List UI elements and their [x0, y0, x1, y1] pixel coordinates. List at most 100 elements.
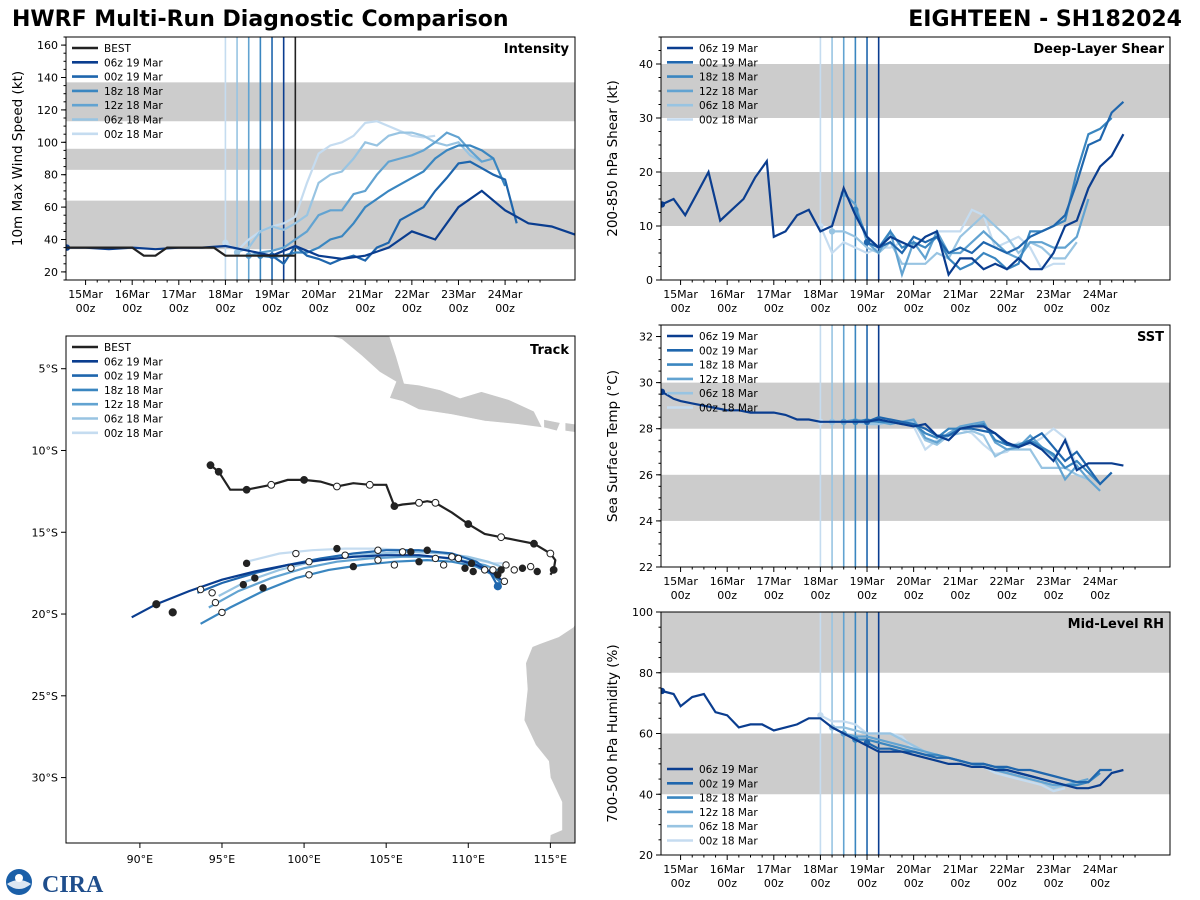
shear-ylabel: 200-850 hPa Shear (kt): [605, 80, 621, 237]
rh-xtick-label: 16Mar: [710, 863, 745, 876]
track-forecast-point: [196, 585, 205, 594]
sst-xtick-sublabel: 00z: [671, 589, 691, 602]
rh-series-line: [661, 689, 1124, 790]
intensity-ytick-label: 80: [44, 169, 58, 182]
rh-title: Mid-Level RH: [1068, 617, 1164, 632]
shear-series-start-point: [661, 201, 666, 208]
shear-legend-entry: 12z 18 Mar: [699, 86, 758, 98]
track-legend-entry: 18z 18 Mar: [104, 385, 163, 397]
track-forecast-line: [200, 558, 502, 625]
track-forecast-point: [500, 577, 509, 586]
track-ytick-label: 30°S: [32, 772, 58, 785]
intensity-series-start-point: [222, 239, 229, 246]
sst-xtick-label: 24Mar: [1083, 575, 1118, 588]
track-forecast-point: [390, 561, 399, 569]
rh-xtick-sublabel: 00z: [904, 877, 924, 890]
shear-xtick-label: 23Mar: [1036, 288, 1071, 301]
rh-series-start-point: [817, 712, 824, 719]
sst-xtick-label: 21Mar: [943, 575, 978, 588]
track-legend-entry: 06z 18 Mar: [104, 414, 163, 426]
track-forecast-point: [292, 549, 300, 558]
intensity-legend-entry: BEST: [104, 43, 132, 55]
intensity-xtick-sublabel: 00z: [122, 302, 142, 315]
sst-xtick-sublabel: 00z: [950, 589, 970, 602]
track-best-point: [530, 539, 538, 548]
rh-xtick-sublabel: 00z: [671, 877, 691, 890]
rh-xtick-sublabel: 00z: [950, 877, 970, 890]
land-mass: [330, 336, 543, 428]
sst-ytick-label: 22: [639, 561, 653, 574]
track-legend-entry: 00z 18 Mar: [104, 428, 163, 440]
rh-legend-entry: 00z 18 Mar: [699, 836, 758, 848]
sst-xtick-label: 19Mar: [850, 575, 885, 588]
shear-xtick-sublabel: 00z: [950, 302, 970, 315]
sst-xtick-label: 20Mar: [896, 575, 931, 588]
intensity-title: Intensity: [504, 42, 570, 57]
intensity-xtick-label: 24Mar: [488, 288, 523, 301]
track-best-point: [390, 502, 399, 510]
cira-logo: CIRA: [6, 869, 104, 898]
shear-legend-entry: 06z 19 Mar: [699, 43, 758, 55]
track-forecast-point: [208, 589, 216, 597]
track-best-point: [549, 565, 558, 574]
track-best-point: [497, 533, 506, 542]
track-forecast-point: [287, 564, 295, 572]
noaa-wave-icon: [7, 880, 31, 889]
shear-series-start-point: [863, 239, 871, 246]
sst-xtick-sublabel: 00z: [1044, 589, 1064, 602]
rh-xtick-label: 22Mar: [989, 863, 1024, 876]
intensity-xtick-label: 23Mar: [441, 288, 476, 301]
intensity-series-group: [66, 120, 575, 266]
track-series-point: [152, 600, 161, 609]
intensity-legend-entry: 06z 19 Mar: [104, 57, 163, 69]
sst-xtick-label: 15Mar: [663, 575, 698, 588]
shear-series-line: [661, 133, 1125, 278]
sst-panel: 22242628303215Mar00z16Mar00z17Mar00z18Ma…: [605, 324, 1171, 602]
sst-band: [661, 474, 1170, 521]
intensity-xtick-label: 17Mar: [161, 288, 196, 301]
track-forecast-point: [526, 562, 535, 571]
track-forecast-point: [494, 571, 502, 579]
shear-series-line: [832, 213, 1078, 265]
track-forecast-point: [502, 561, 510, 569]
page-title: HWRF Multi-Run Diagnostic Comparison: [12, 7, 509, 32]
rh-legend-entry: 06z 18 Mar: [699, 821, 758, 833]
rh-xtick-label: 24Mar: [1083, 863, 1118, 876]
track-ytick-label: 10°S: [32, 444, 58, 457]
rh-xtick-sublabel: 00z: [764, 877, 784, 890]
shear-xtick-sublabel: 00z: [811, 302, 831, 315]
track-forecast-point: [469, 567, 477, 576]
intensity-xtick-sublabel: 00z: [402, 302, 422, 315]
rh-xtick-sublabel: 00z: [717, 877, 737, 890]
shear-ytick-label: 40: [639, 58, 653, 71]
track-ytick-label: 20°S: [32, 608, 58, 621]
sst-xtick-label: 16Mar: [710, 575, 745, 588]
sst-series-line: [661, 390, 1124, 472]
rh-band: [661, 733, 1170, 795]
intensity-ytick-label: 160: [37, 39, 58, 52]
track-land-group: [330, 336, 575, 843]
rh-xtick-sublabel: 00z: [1090, 877, 1110, 890]
rh-xtick-sublabel: 00z: [1044, 877, 1064, 890]
intensity-ytick-label: 140: [37, 72, 58, 85]
track-forecast-point: [259, 584, 267, 592]
intensity-xtick-label: 16Mar: [115, 288, 150, 301]
shear-panel: 01020304015Mar00z16Mar00z17Mar00z18Mar00…: [605, 36, 1171, 315]
rh-panel: 2040608010015Mar00z16Mar00z17Mar00z18Mar…: [605, 606, 1171, 890]
rh-legend-entry: 06z 19 Mar: [699, 764, 758, 776]
noaa-bird-icon: [15, 874, 23, 882]
track-legend-entry: 00z 19 Mar: [104, 371, 163, 383]
shear-title: Deep-Layer Shear: [1033, 42, 1164, 57]
track-forecast-point: [461, 564, 469, 572]
rh-xtick-label: 21Mar: [943, 863, 978, 876]
rh-ytick-label: 20: [639, 849, 653, 862]
intensity-best-line: [66, 246, 296, 257]
sst-xtick-sublabel: 00z: [811, 589, 831, 602]
rh-ytick-label: 100: [632, 606, 653, 619]
track-legend: BEST 06z 19 Mar 00z 19 Mar 18z 18 Mar 12z 18…: [72, 342, 163, 440]
intensity-ytick-label: 100: [37, 136, 58, 149]
rh-series-start-point: [661, 687, 666, 695]
track-xtick-label: 90°E: [127, 853, 153, 866]
sst-ytick-label: 32: [639, 331, 653, 344]
sst-frame: [660, 324, 1171, 568]
